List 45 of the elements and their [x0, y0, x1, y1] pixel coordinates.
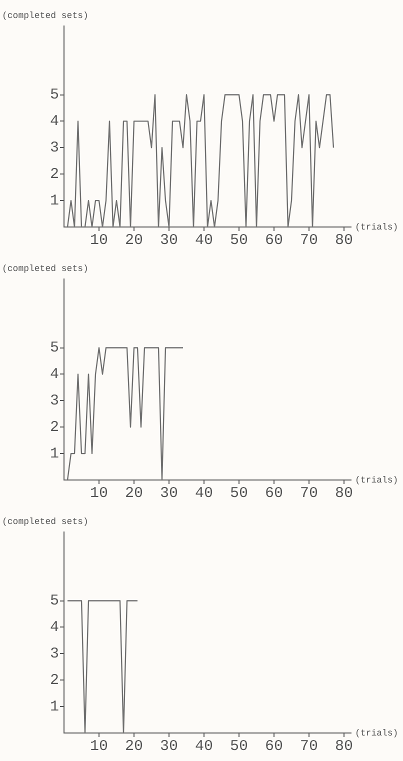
y-tick-label: 5 [50, 592, 59, 610]
x-axis-title: (trials) [355, 728, 398, 738]
x-tick-label: 40 [194, 738, 214, 755]
x-tick-label: 70 [300, 738, 318, 755]
x-tick-label: 20 [124, 484, 144, 502]
y-tick-label: 3 [50, 140, 59, 157]
x-tick-label: 80 [334, 232, 354, 249]
x-tick-label: 40 [194, 484, 214, 502]
y-tick-label: 5 [50, 86, 59, 104]
y-tick-label: 5 [50, 340, 59, 357]
y-tick-label: 3 [50, 646, 59, 663]
y-tick-label: 4 [50, 619, 59, 636]
x-tick-label: 20 [124, 232, 144, 249]
x-tick-label: 10 [90, 232, 108, 249]
y-tick-label: 4 [50, 366, 59, 384]
y-tick-label: 3 [50, 392, 59, 410]
y-axis-title: (completed sets) [2, 516, 88, 527]
y-tick-label: 2 [50, 672, 59, 690]
x-tick-label: 70 [300, 232, 318, 249]
x-tick-label: 80 [334, 738, 354, 755]
x-tick-label: 50 [230, 484, 248, 502]
x-tick-label: 50 [230, 738, 248, 755]
x-tick-label: 80 [334, 484, 354, 502]
y-axis-title: (completed sets) [2, 10, 88, 21]
x-tick-label: 30 [160, 738, 178, 755]
x-tick-label: 20 [124, 738, 144, 755]
y-tick-label: 4 [50, 113, 59, 130]
x-tick-label: 40 [194, 232, 214, 249]
y-tick-label: 1 [50, 698, 59, 716]
y-tick-label: 2 [50, 419, 59, 436]
x-tick-label: 30 [160, 484, 178, 502]
y-axis-title: (completed sets) [2, 264, 88, 274]
x-tick-label: 60 [264, 232, 284, 249]
x-tick-label: 60 [264, 738, 284, 755]
x-tick-label: 50 [230, 232, 248, 249]
y-tick-label: 2 [50, 166, 59, 184]
x-axis-title: (trials) [355, 475, 398, 486]
y-tick-label: 1 [50, 446, 59, 463]
y-tick-label: 1 [50, 192, 59, 210]
x-tick-label: 10 [90, 484, 108, 502]
x-tick-label: 60 [264, 484, 284, 502]
x-axis-title: (trials) [355, 222, 398, 232]
x-tick-label: 70 [300, 484, 318, 502]
x-tick-label: 30 [160, 232, 178, 249]
x-tick-label: 10 [90, 738, 108, 755]
